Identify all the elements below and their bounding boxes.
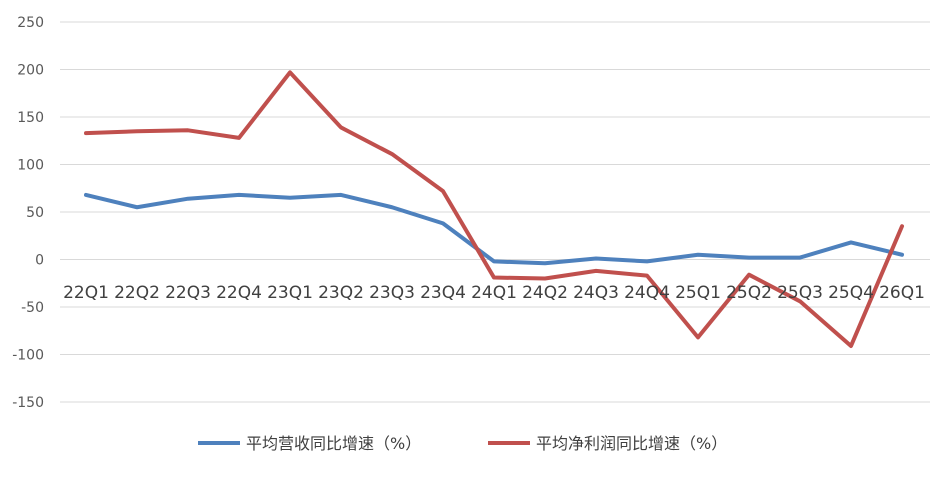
x-tick-label: 24Q2: [522, 283, 568, 303]
x-tick-label: 22Q3: [165, 283, 211, 303]
x-tick-label: 23Q2: [318, 283, 364, 303]
y-tick-label: 150: [17, 110, 44, 126]
y-tick-label: 100: [17, 158, 44, 174]
x-tick-label: 24Q4: [624, 283, 670, 303]
y-tick-label: -150: [12, 395, 44, 411]
x-tick-label: 26Q1: [879, 283, 925, 303]
x-tick-label: 25Q3: [777, 283, 823, 303]
x-tick-label: 22Q2: [114, 283, 160, 303]
x-tick-label: 25Q2: [726, 283, 772, 303]
x-tick-label: 22Q1: [63, 283, 109, 303]
y-tick-label: 200: [17, 63, 44, 79]
y-axis-ticks: -150 -100 -50 0 50 100 150 200 250: [12, 15, 44, 411]
x-tick-label: 23Q1: [267, 283, 313, 303]
gridlines: [60, 21, 930, 403]
y-tick-label: 250: [17, 15, 44, 31]
legend-label-2: 平均净利润同比增速（%）: [536, 434, 727, 453]
x-axis-ticks: 22Q1 22Q2 22Q3 22Q4 23Q1 23Q2 23Q3 23Q4 24Q1 24Q2…: [63, 283, 925, 303]
y-tick-label: -100: [12, 348, 44, 364]
legend: 平均营收同比增速（%） 平均净利润同比增速（%）: [198, 434, 727, 453]
series-line-1: [84, 192, 904, 266]
x-tick-label: 24Q1: [471, 283, 517, 303]
y-tick-label: 50: [26, 205, 44, 221]
series-line-2: [84, 70, 904, 348]
x-tick-label: 25Q4: [828, 283, 874, 303]
x-tick-label: 24Q3: [573, 283, 619, 303]
x-tick-label: 22Q4: [216, 283, 262, 303]
y-tick-label: 0: [35, 253, 44, 269]
series-lines: [84, 70, 904, 348]
x-tick-label: 25Q1: [675, 283, 721, 303]
y-tick-label: -50: [21, 300, 44, 316]
x-tick-label: 23Q3: [369, 283, 415, 303]
x-tick-label: 23Q4: [420, 283, 466, 303]
legend-label-1: 平均营收同比增速（%）: [246, 434, 421, 453]
